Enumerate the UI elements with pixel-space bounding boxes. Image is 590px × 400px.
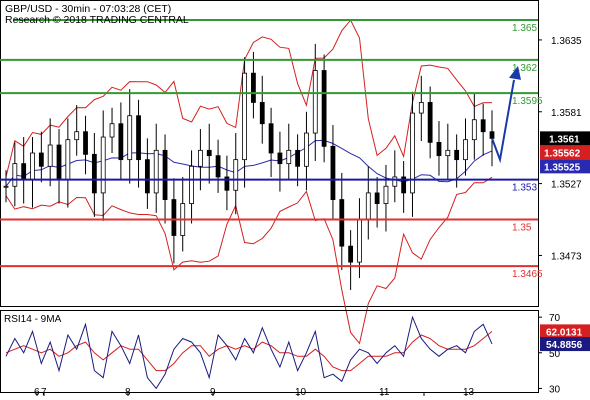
candle-body [162, 149, 168, 200]
copyright-label: Research © 2018 TRADING CENTRAL [5, 14, 189, 26]
current-price-label: 1.3561 [549, 134, 580, 145]
price-axis-tick-label: 1.3635 [551, 36, 582, 47]
candle-body [233, 159, 239, 191]
candle-body [471, 119, 477, 141]
candle-body [410, 112, 415, 194]
candle-body [401, 176, 407, 194]
level-label: 1.362 [512, 63, 537, 74]
rsi-line [5, 315, 493, 390]
time-axis-tick-label: 7 [41, 387, 47, 398]
bollinger-lower-line [5, 176, 493, 345]
time-axis-tick-label: 6 [34, 387, 40, 398]
time-axis-tick-label: 8 [125, 387, 131, 398]
rsi-axis-tick-label: 30 [549, 384, 561, 395]
level-label: 1.3595 [512, 96, 543, 107]
candle-body [251, 72, 256, 103]
candle-body [189, 165, 194, 204]
candle-body [268, 123, 274, 154]
candle-body [295, 149, 301, 167]
level-label: 1.353 [512, 183, 537, 194]
candle-body [144, 159, 150, 194]
price-axis-tick-label: 1.3527 [551, 180, 582, 191]
rsi-ma-line [5, 331, 493, 372]
candle-body [427, 102, 433, 143]
rsi-value-label: 54.8856 [546, 340, 583, 351]
candle-body [91, 153, 97, 194]
candle-body [12, 163, 18, 187]
candle-body [206, 149, 212, 157]
candle-body [21, 163, 27, 181]
rsi-title: RSI14 - 9MA [4, 314, 62, 325]
candle-body [118, 123, 124, 161]
candle-body [383, 185, 389, 204]
rsi-ma-value-label: 62.0131 [546, 327, 583, 338]
candle-body [480, 119, 486, 133]
candle-body [374, 192, 380, 204]
indicator-value-label: 1.35562 [544, 148, 581, 159]
rsi-value-tag [540, 337, 590, 352]
candle-body [454, 149, 460, 161]
level-label: 1.35 [512, 223, 532, 234]
candle-body [304, 132, 309, 167]
candle-body [100, 136, 106, 194]
level-label: 1.3465 [512, 269, 543, 280]
candle-body [242, 72, 247, 161]
candle-body [312, 70, 318, 134]
rsi-panel-frame [0, 310, 539, 393]
candle-body [436, 141, 442, 157]
time-axis-tick-label: 9 [210, 387, 216, 398]
candle-body [339, 199, 345, 247]
price-panel-frame [0, 0, 539, 307]
bollinger-upper-line [5, 19, 493, 178]
candle-body [197, 149, 203, 167]
candle-body [83, 131, 88, 155]
candle-body [65, 139, 71, 181]
candle-body [56, 144, 62, 181]
price-panel: 1.3635 1.3581 1.3527 1.3473 1.365 1.362 1.3595… [0, 0, 590, 345]
indicator-value-tag [540, 145, 590, 160]
level-label: 1.365 [512, 23, 537, 34]
candle-body [392, 176, 398, 187]
candle-body [277, 152, 283, 165]
candle-body [30, 152, 35, 181]
forecast-arrow-head [509, 65, 521, 80]
candle-body [489, 131, 495, 139]
candle-body [418, 102, 424, 114]
rsi-panel: 678910111312RSI14 - 9MA70503062.013154.8… [0, 310, 590, 398]
candle-body [286, 149, 292, 165]
candle-body [330, 145, 336, 200]
rsi-ma-value-tag [540, 324, 590, 339]
candle-body [224, 176, 230, 191]
candle-body [445, 149, 451, 157]
candle-body [109, 123, 115, 138]
candle-body [47, 144, 53, 167]
indicator-value-tag [540, 159, 590, 174]
candle-body [321, 70, 327, 147]
time-axis-tick-label: 11 [379, 387, 390, 398]
candle-body [38, 152, 44, 167]
candle-body [3, 185, 9, 188]
rsi-axis-tick-label: 50 [549, 349, 561, 360]
candle-body [259, 102, 265, 125]
forecast-arrow-line [491, 79, 515, 164]
candle-body [127, 115, 133, 161]
candle-body [348, 245, 354, 263]
current-price-tag [540, 131, 590, 146]
candle-body [136, 115, 141, 161]
indicator-value-label: 1.35525 [544, 162, 581, 173]
candle-body [463, 139, 468, 161]
time-axis-tick-label: 13 [463, 387, 475, 398]
candle-body [365, 192, 371, 220]
candle-body [171, 199, 177, 236]
rsi-axis-tick-label: 70 [549, 313, 561, 324]
candle-body [357, 219, 362, 263]
price-axis-tick-label: 1.3581 [551, 108, 582, 119]
price-axis-tick-label: 1.3473 [551, 251, 582, 262]
candle-body [153, 149, 159, 194]
candle-body [74, 131, 80, 141]
time-axis-tick-label: 10 [295, 387, 307, 398]
chart-title: GBP/USD - 30min - 07:03:28 (CET) [5, 3, 171, 15]
candle-body [215, 155, 221, 178]
